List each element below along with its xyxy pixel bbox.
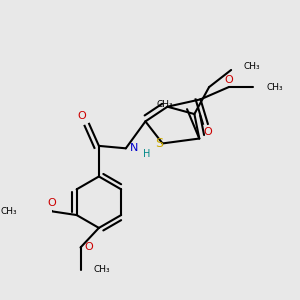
Text: CH₃: CH₃ [94,265,111,274]
Text: O: O [85,242,94,253]
Text: CH₃: CH₃ [267,82,283,91]
Text: CH₃: CH₃ [157,100,174,109]
Text: O: O [77,112,86,122]
Text: O: O [203,128,212,137]
Text: N: N [130,143,139,153]
Text: O: O [224,75,233,85]
Text: O: O [48,198,56,208]
Text: S: S [155,137,163,150]
Text: CH₃: CH₃ [243,62,260,71]
Text: CH₃: CH₃ [0,207,16,216]
Text: H: H [143,149,150,159]
